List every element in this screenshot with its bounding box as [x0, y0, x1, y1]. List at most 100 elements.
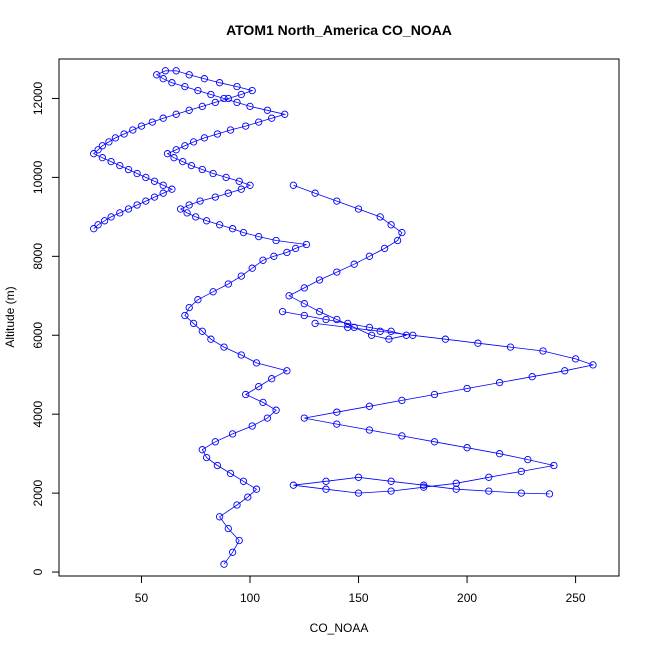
data-point: [198, 446, 206, 454]
data-point: [365, 402, 374, 410]
data-point: [322, 477, 330, 485]
data-point: [233, 501, 241, 509]
data-point: [215, 79, 224, 87]
data-point: [268, 375, 276, 383]
data-point: [228, 548, 237, 556]
data-point: [233, 82, 241, 91]
data-point: [485, 473, 493, 481]
data-point: [239, 477, 248, 485]
data-point: [376, 213, 384, 221]
data-point: [94, 146, 102, 154]
data-point: [333, 420, 341, 428]
data-point: [385, 335, 393, 343]
series-line: [92, 70, 307, 565]
data-point: [129, 126, 137, 134]
data-point: [278, 307, 287, 316]
data-point: [228, 430, 237, 438]
data-point: [220, 560, 228, 568]
data-point: [398, 396, 406, 405]
data-point: [367, 331, 376, 339]
data-point: [168, 185, 176, 193]
data-point: [259, 398, 267, 407]
data-point: [545, 490, 554, 498]
data-point: [291, 244, 300, 253]
data-point: [524, 455, 532, 464]
data-point: [452, 485, 460, 493]
data-point: [237, 90, 245, 99]
data-point: [150, 193, 159, 201]
data-point: [380, 244, 389, 253]
data-point: [176, 205, 185, 213]
data-point: [233, 98, 241, 107]
x-axis: 50 100 150 200 250: [135, 575, 586, 605]
data-point: [150, 177, 159, 185]
x-tick-label: 100: [240, 591, 260, 605]
data-point: [172, 110, 180, 118]
data-point: [333, 408, 341, 416]
data-point: [200, 134, 209, 142]
x-tick-label: 50: [135, 591, 149, 605]
x-tick-label: 150: [349, 591, 369, 605]
data-point: [213, 461, 222, 470]
data-point: [189, 138, 198, 146]
data-point: [268, 114, 276, 122]
data-point: [248, 86, 256, 95]
data-point: [116, 209, 124, 217]
data-point: [187, 161, 196, 170]
y-tick-label: 10000: [31, 160, 45, 194]
data-point: [376, 327, 384, 335]
data-point: [237, 185, 245, 193]
data-point: [185, 71, 193, 79]
data-point: [244, 493, 252, 501]
data-point: [198, 165, 206, 174]
series-line: [282, 184, 407, 340]
data-point: [350, 260, 358, 268]
data-point: [333, 197, 341, 205]
data-point: [98, 142, 107, 150]
data-point: [202, 217, 211, 225]
data-point: [185, 106, 193, 114]
chart-title: ATOM1 North_America CO_NOAA: [226, 22, 452, 38]
data-point: [495, 378, 504, 387]
data-point: [189, 319, 198, 328]
data-point: [242, 122, 250, 130]
data-point: [202, 453, 211, 462]
data-point: [137, 122, 146, 130]
y-tick-label: 12000: [31, 81, 45, 115]
data-point: [246, 181, 254, 189]
data-point: [252, 485, 261, 493]
data-point: [506, 343, 515, 351]
data-point: [315, 307, 324, 316]
data-point: [148, 118, 156, 126]
series-2: [289, 319, 597, 498]
data-point: [252, 359, 261, 367]
data-point: [124, 165, 133, 174]
data-point: [153, 71, 161, 79]
data-point: [344, 319, 352, 328]
data-point: [302, 240, 311, 249]
data-point: [289, 481, 298, 489]
y-tick-label: 4000: [31, 401, 45, 428]
data-point: [235, 177, 243, 185]
data-point: [120, 130, 128, 138]
data-point: [246, 102, 254, 111]
data-point: [163, 150, 172, 158]
data-point: [263, 414, 272, 422]
data-point: [159, 75, 167, 83]
data-point: [311, 189, 319, 197]
data-point: [172, 146, 180, 154]
data-point: [589, 361, 597, 369]
data-point: [354, 473, 363, 481]
data-point: [237, 351, 245, 359]
data-point: [224, 280, 232, 288]
data-point: [420, 481, 428, 489]
data-point: [350, 323, 358, 332]
data-point: [111, 134, 120, 142]
data-point: [398, 228, 406, 237]
data-point: [300, 414, 308, 422]
data-point: [107, 157, 115, 166]
data-point: [315, 276, 324, 284]
data-point: [172, 67, 180, 75]
data-point: [179, 157, 187, 166]
